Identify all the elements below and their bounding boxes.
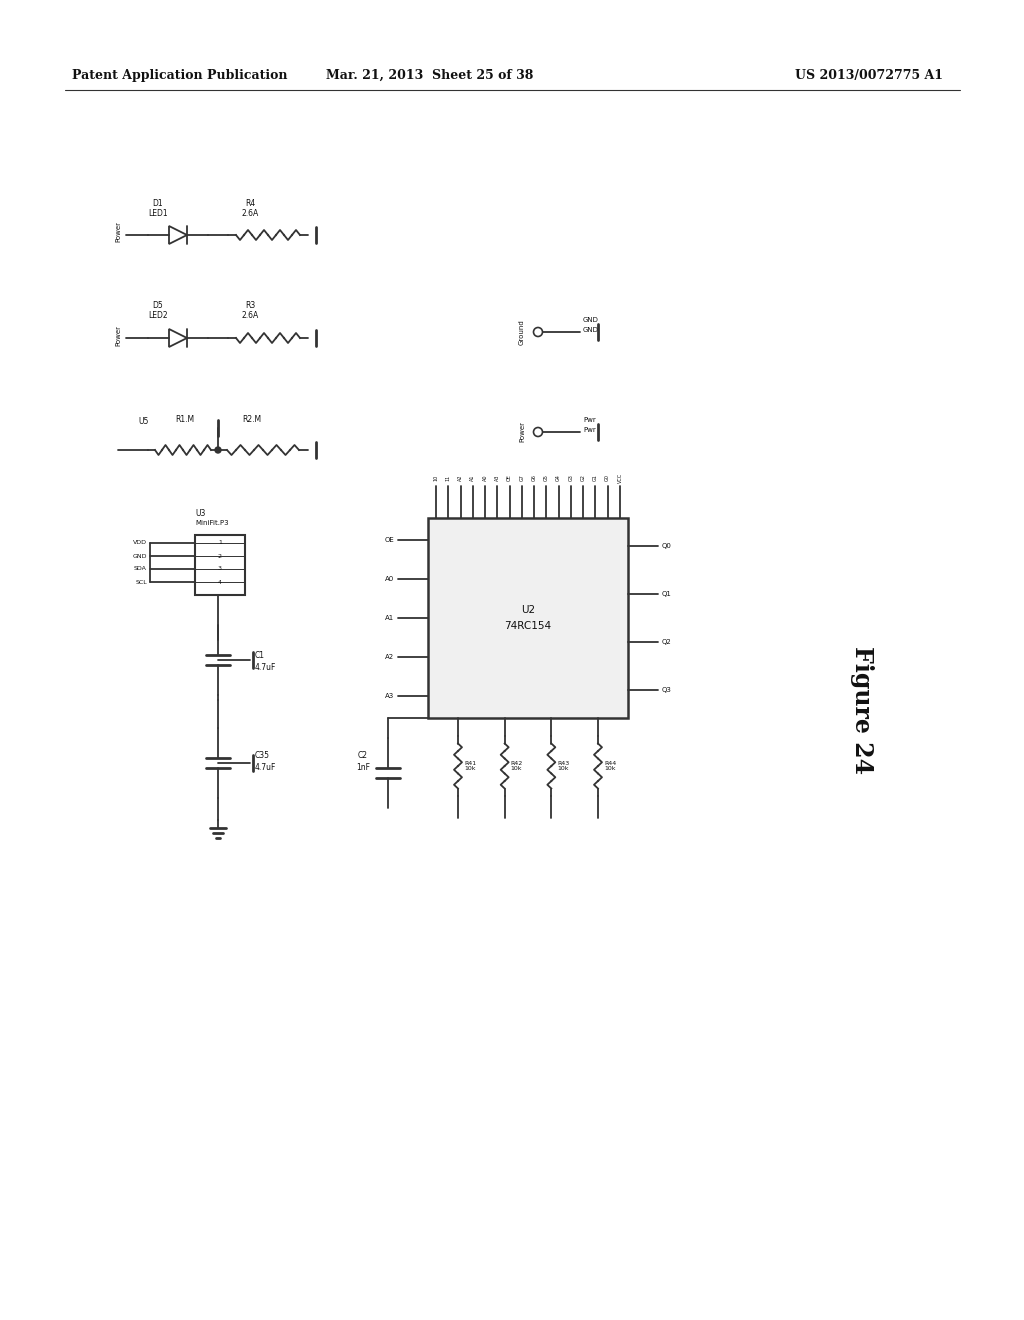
Text: 4: 4: [218, 579, 222, 585]
Text: R41
10k: R41 10k: [464, 760, 476, 771]
Text: C2: C2: [358, 751, 368, 759]
Text: R42
10k: R42 10k: [511, 760, 523, 771]
Text: D5: D5: [153, 301, 164, 310]
Text: Q2: Q2: [662, 639, 672, 645]
Polygon shape: [169, 329, 187, 347]
Text: G1: G1: [593, 475, 598, 482]
Text: U5: U5: [138, 417, 148, 426]
Text: A3: A3: [495, 475, 500, 482]
Text: 4.7uF: 4.7uF: [255, 763, 276, 771]
Text: R1.M: R1.M: [175, 416, 195, 425]
Text: A1: A1: [470, 475, 475, 482]
Text: R3: R3: [245, 301, 255, 310]
Text: Mar. 21, 2013  Sheet 25 of 38: Mar. 21, 2013 Sheet 25 of 38: [327, 69, 534, 82]
Text: A3: A3: [385, 693, 394, 700]
Text: Q1: Q1: [662, 591, 672, 597]
Text: LED2: LED2: [148, 312, 168, 321]
Text: 74RC154: 74RC154: [505, 620, 552, 631]
Text: R43
10k: R43 10k: [557, 760, 569, 771]
Text: Pwr: Pwr: [583, 417, 596, 422]
Text: Pwr: Pwr: [583, 426, 596, 433]
Text: G7: G7: [519, 475, 524, 482]
Text: MiniFit.P3: MiniFit.P3: [195, 520, 228, 525]
Text: 10: 10: [433, 475, 438, 480]
Polygon shape: [169, 226, 187, 244]
Text: 3: 3: [218, 566, 222, 572]
Text: 11: 11: [445, 475, 451, 480]
Text: U2: U2: [521, 605, 536, 615]
Text: U3: U3: [195, 508, 206, 517]
Text: G2: G2: [581, 475, 586, 482]
Text: C35: C35: [255, 751, 270, 759]
Text: Q0: Q0: [662, 543, 672, 549]
Text: US 2013/0072775 A1: US 2013/0072775 A1: [795, 69, 943, 82]
Text: 1nF: 1nF: [356, 763, 370, 771]
Text: G4: G4: [556, 475, 561, 482]
Text: VDD: VDD: [133, 540, 147, 545]
Text: GND: GND: [583, 327, 599, 333]
Text: 2.6A: 2.6A: [242, 312, 259, 321]
Text: Power: Power: [519, 421, 525, 442]
Circle shape: [215, 447, 221, 453]
Text: R2.M: R2.M: [242, 416, 261, 425]
Text: G5: G5: [544, 475, 549, 482]
Text: 2.6A: 2.6A: [242, 209, 259, 218]
Text: G3: G3: [568, 475, 573, 482]
Text: D1: D1: [153, 198, 163, 207]
Text: LED1: LED1: [148, 209, 168, 218]
Text: R44
10k: R44 10k: [604, 760, 616, 771]
Text: A0: A0: [482, 475, 487, 482]
Text: A1: A1: [385, 615, 394, 620]
Text: A2: A2: [385, 653, 394, 660]
Text: C1: C1: [255, 651, 265, 660]
Text: GND: GND: [132, 553, 147, 558]
Text: SDA: SDA: [134, 566, 147, 572]
Text: 1: 1: [218, 540, 222, 545]
Text: A0: A0: [385, 576, 394, 582]
Text: Figure 24: Figure 24: [850, 645, 874, 774]
Text: GND: GND: [583, 317, 599, 323]
Text: Ground: Ground: [519, 319, 525, 345]
Text: OE: OE: [384, 537, 394, 543]
Text: SCL: SCL: [135, 579, 147, 585]
Text: G6: G6: [531, 475, 537, 482]
Text: Power: Power: [115, 222, 121, 243]
Text: OE: OE: [507, 475, 512, 482]
Text: Q3: Q3: [662, 686, 672, 693]
Text: G0: G0: [605, 475, 610, 482]
Text: Power: Power: [115, 325, 121, 346]
Text: R4: R4: [245, 198, 255, 207]
Bar: [428, 517, 628, 718]
Text: Patent Application Publication: Patent Application Publication: [72, 69, 288, 82]
Text: 4.7uF: 4.7uF: [255, 663, 276, 672]
Text: 2: 2: [218, 553, 222, 558]
Text: A2: A2: [458, 475, 463, 482]
Bar: [195, 535, 245, 595]
Text: VCC: VCC: [617, 473, 623, 483]
